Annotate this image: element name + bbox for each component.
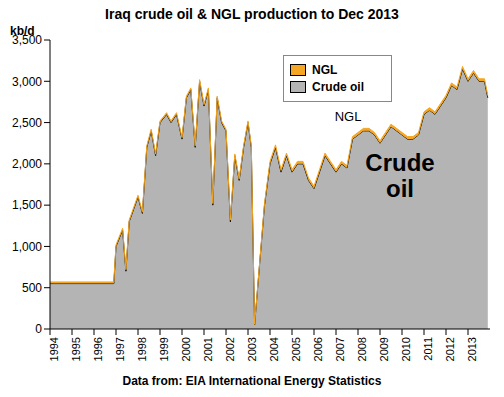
svg-text:2002: 2002 — [224, 337, 236, 361]
svg-text:2003: 2003 — [246, 337, 258, 361]
svg-text:2,000: 2,000 — [12, 157, 42, 171]
svg-text:2012: 2012 — [444, 337, 456, 361]
svg-text:1999: 1999 — [158, 337, 170, 361]
svg-text:500: 500 — [22, 281, 42, 295]
svg-text:2013: 2013 — [466, 337, 478, 361]
svg-text:3,000: 3,000 — [12, 75, 42, 89]
svg-text:2008: 2008 — [356, 337, 368, 361]
svg-text:2001: 2001 — [202, 337, 214, 361]
svg-text:1997: 1997 — [114, 337, 126, 361]
svg-text:2005: 2005 — [290, 337, 302, 361]
svg-text:2007: 2007 — [334, 337, 346, 361]
svg-text:2010: 2010 — [400, 337, 412, 361]
svg-text:3,500: 3,500 — [12, 33, 42, 47]
svg-text:2000: 2000 — [180, 337, 192, 361]
svg-text:1,500: 1,500 — [12, 198, 42, 212]
svg-text:1,000: 1,000 — [12, 240, 42, 254]
svg-text:2011: 2011 — [422, 337, 434, 361]
svg-text:2006: 2006 — [312, 337, 324, 361]
svg-text:2004: 2004 — [268, 337, 280, 361]
svg-text:1994: 1994 — [48, 337, 60, 361]
svg-text:1995: 1995 — [70, 337, 82, 361]
svg-text:2,500: 2,500 — [12, 116, 42, 130]
svg-text:0: 0 — [35, 322, 42, 336]
svg-text:2009: 2009 — [378, 337, 390, 361]
svg-text:1996: 1996 — [92, 337, 104, 361]
svg-text:1998: 1998 — [136, 337, 148, 361]
